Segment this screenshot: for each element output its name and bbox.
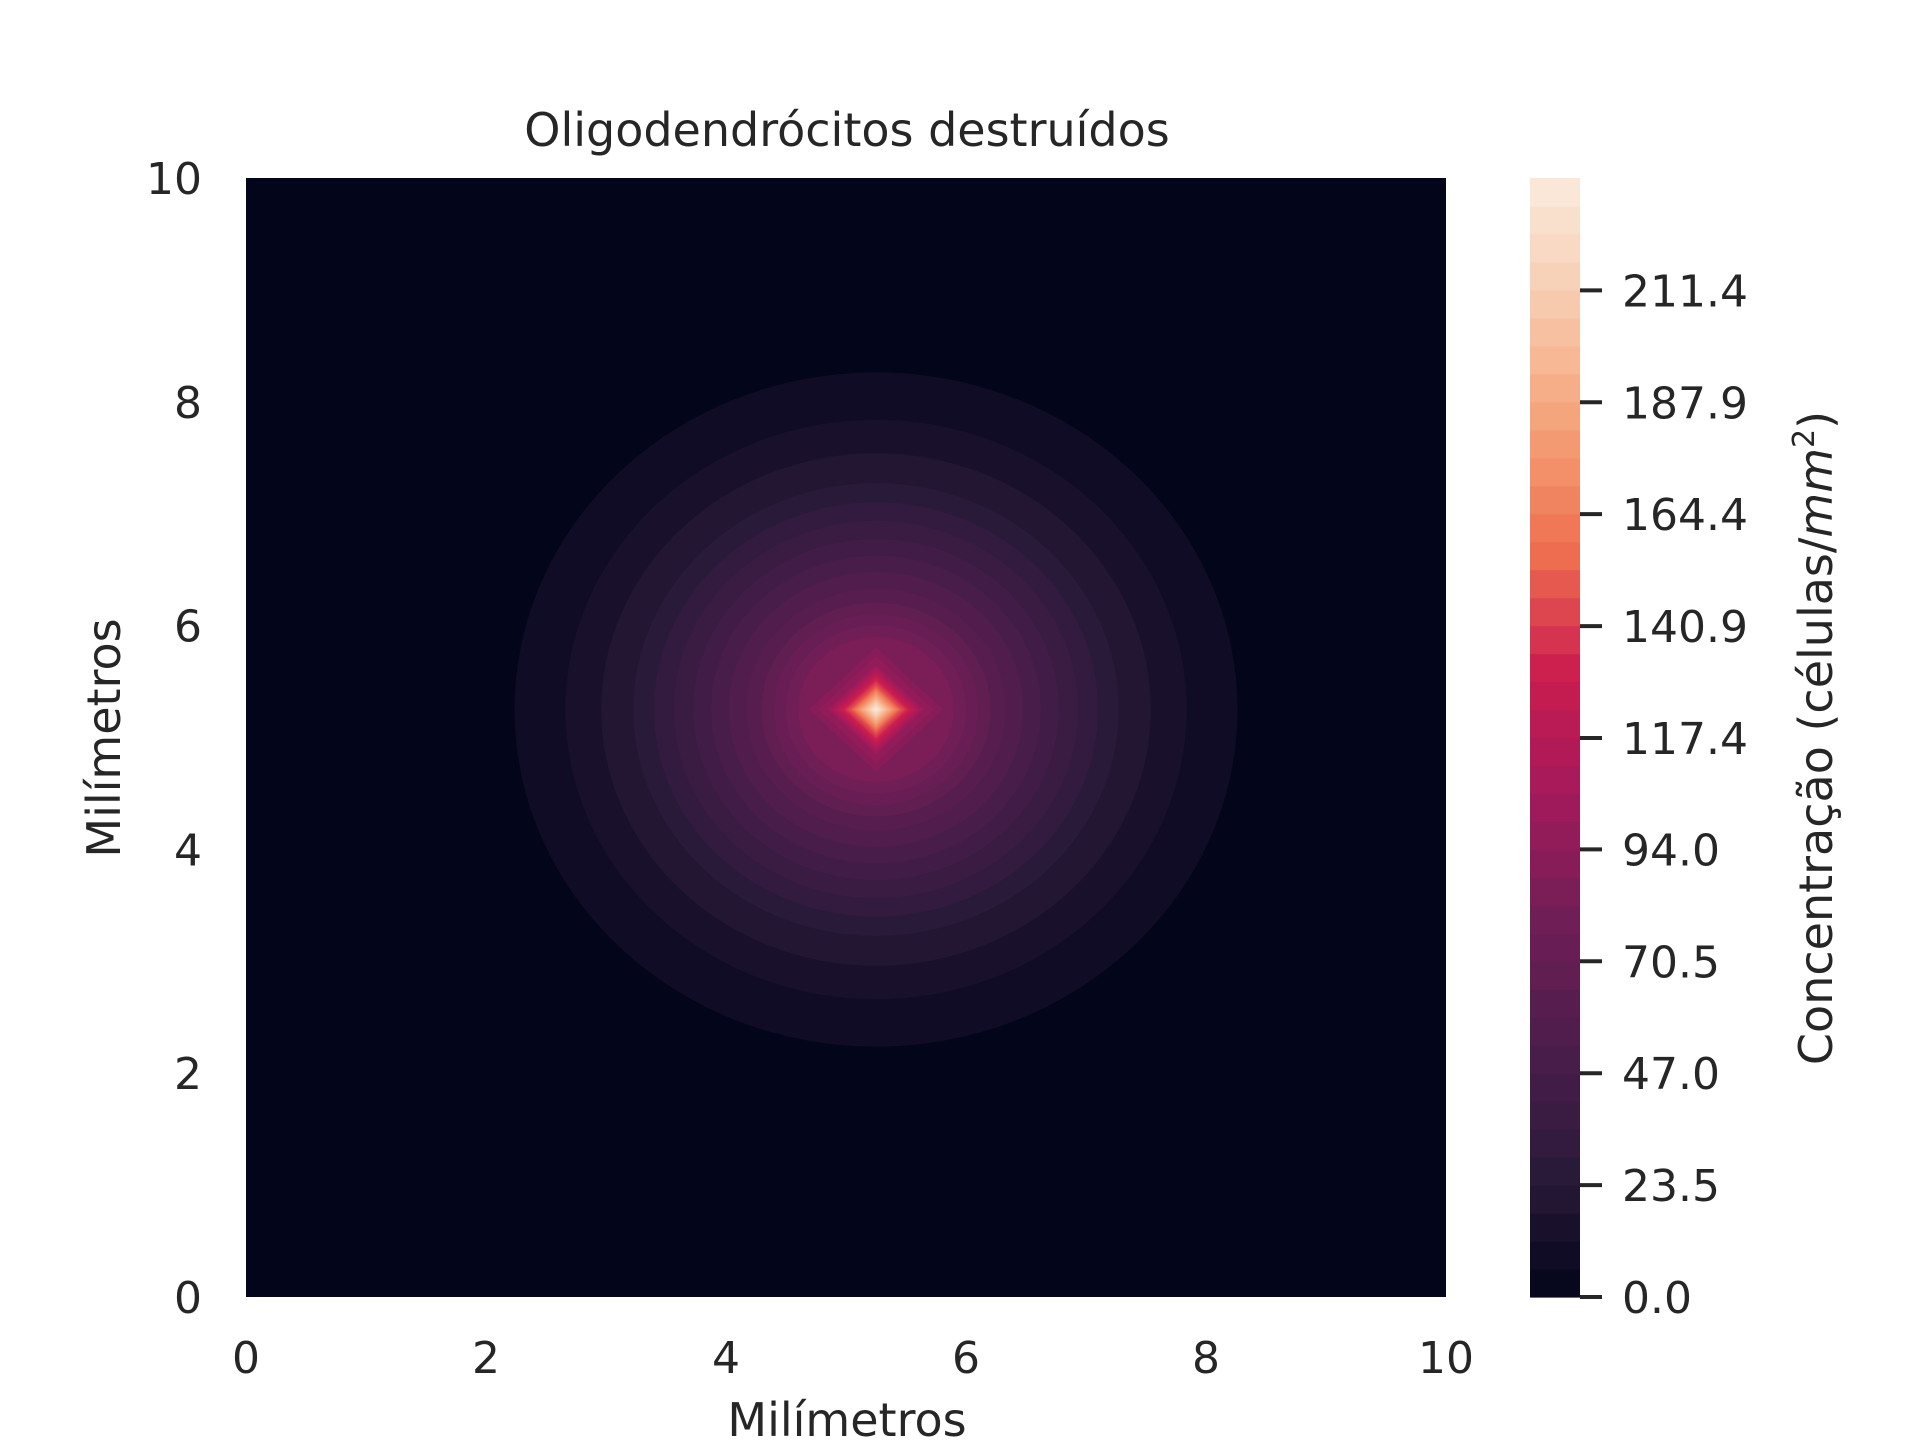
colorbar-band — [1530, 709, 1580, 739]
x-tick-label: 0 — [232, 1333, 260, 1384]
colorbar-label: Concentração (células/mm2) — [1787, 411, 1843, 1065]
colorbar-band — [1530, 933, 1580, 962]
colorbar-tick-label: 164.4 — [1622, 490, 1748, 541]
y-axis-ticks: 0 2 4 6 8 10 — [146, 154, 202, 1324]
colorbar-band — [1530, 541, 1580, 571]
colorbar-band — [1530, 765, 1580, 795]
plot-area — [246, 178, 1446, 1297]
colorbar-band — [1530, 205, 1580, 235]
colorbar-band — [1530, 737, 1580, 767]
colorbar-band — [1530, 989, 1580, 1018]
x-axis-ticks: 0 2 4 6 8 10 — [232, 1333, 1474, 1384]
colorbar-band — [1530, 345, 1580, 375]
y-tick-label: 8 — [174, 378, 202, 429]
x-axis-label: Milímetros — [727, 1393, 966, 1440]
colorbar-band — [1530, 178, 1580, 207]
colorbar-band — [1530, 1185, 1580, 1214]
colorbar-band — [1530, 317, 1580, 347]
y-tick-label: 10 — [146, 154, 202, 205]
colorbar-band — [1530, 793, 1580, 823]
colorbar-tick-label: 0.0 — [1622, 1273, 1692, 1324]
y-tick-label: 2 — [174, 1049, 202, 1100]
colorbar-tick-label: 211.4 — [1622, 266, 1748, 317]
contour-levels — [514, 372, 1238, 1047]
colorbar-band — [1530, 821, 1580, 850]
colorbar-tick-label: 23.5 — [1622, 1161, 1720, 1212]
colorbar-band — [1530, 1045, 1580, 1074]
colorbar-band — [1530, 289, 1580, 319]
colorbar-label-math: mm — [1789, 448, 1843, 538]
colorbar-band — [1530, 1101, 1580, 1130]
x-tick-label: 4 — [712, 1333, 740, 1384]
colorbar-band — [1530, 1269, 1580, 1298]
colorbar-band — [1530, 233, 1580, 263]
colorbar-band — [1530, 513, 1580, 543]
y-tick-label: 0 — [174, 1273, 202, 1324]
colorbar-label-sup: 2 — [1787, 429, 1822, 448]
colorbar-band — [1530, 261, 1580, 291]
chart-title: Oligodendrócitos destruídos — [524, 103, 1170, 157]
colorbar-band — [1530, 1241, 1580, 1270]
colorbar-band — [1530, 457, 1580, 487]
colorbar-tick-label: 117.4 — [1622, 714, 1748, 765]
colorbar-label-prefix: Concentração (células/ — [1789, 537, 1843, 1065]
colorbar-band — [1530, 1213, 1580, 1242]
x-tick-label: 8 — [1192, 1333, 1220, 1384]
colorbar-tick-label: 47.0 — [1622, 1049, 1720, 1100]
colorbar-band — [1530, 681, 1580, 711]
colorbar: 0.0 23.5 47.0 70.5 94.0 117.4 140.9 164.4 187.9 2… — [1530, 178, 1748, 1324]
colorbar-band — [1530, 597, 1580, 627]
colorbar-bands — [1530, 178, 1580, 1298]
colorbar-tick-label: 94.0 — [1622, 825, 1720, 876]
x-tick-label: 2 — [472, 1333, 500, 1384]
colorbar-band — [1530, 569, 1580, 599]
y-tick-label: 4 — [174, 825, 202, 876]
colorbar-band — [1530, 1017, 1580, 1046]
colorbar-label-suffix: ) — [1789, 411, 1843, 429]
colorbar-ticks: 0.0 23.5 47.0 70.5 94.0 117.4 140.9 164.4 187.9 2… — [1580, 266, 1748, 1324]
colorbar-band — [1530, 877, 1580, 906]
y-axis-label: Milímetros — [77, 618, 131, 857]
colorbar-tick-label: 187.9 — [1622, 378, 1748, 429]
colorbar-band — [1530, 485, 1580, 515]
contour-level-39 — [874, 707, 878, 712]
x-tick-label: 10 — [1418, 1333, 1474, 1384]
colorbar-band — [1530, 905, 1580, 934]
colorbar-band — [1530, 653, 1580, 683]
colorbar-band — [1530, 1129, 1580, 1158]
colorbar-band — [1530, 961, 1580, 990]
colorbar-band — [1530, 373, 1580, 403]
y-tick-label: 6 — [174, 602, 202, 653]
colorbar-tick-label: 140.9 — [1622, 602, 1748, 653]
x-tick-label: 6 — [952, 1333, 980, 1384]
colorbar-band — [1530, 625, 1580, 655]
colorbar-band — [1530, 849, 1580, 878]
colorbar-band — [1530, 429, 1580, 459]
colorbar-tick-label: 70.5 — [1622, 937, 1720, 988]
colorbar-band — [1530, 1157, 1580, 1186]
colorbar-band — [1530, 401, 1580, 431]
colorbar-band — [1530, 1073, 1580, 1102]
